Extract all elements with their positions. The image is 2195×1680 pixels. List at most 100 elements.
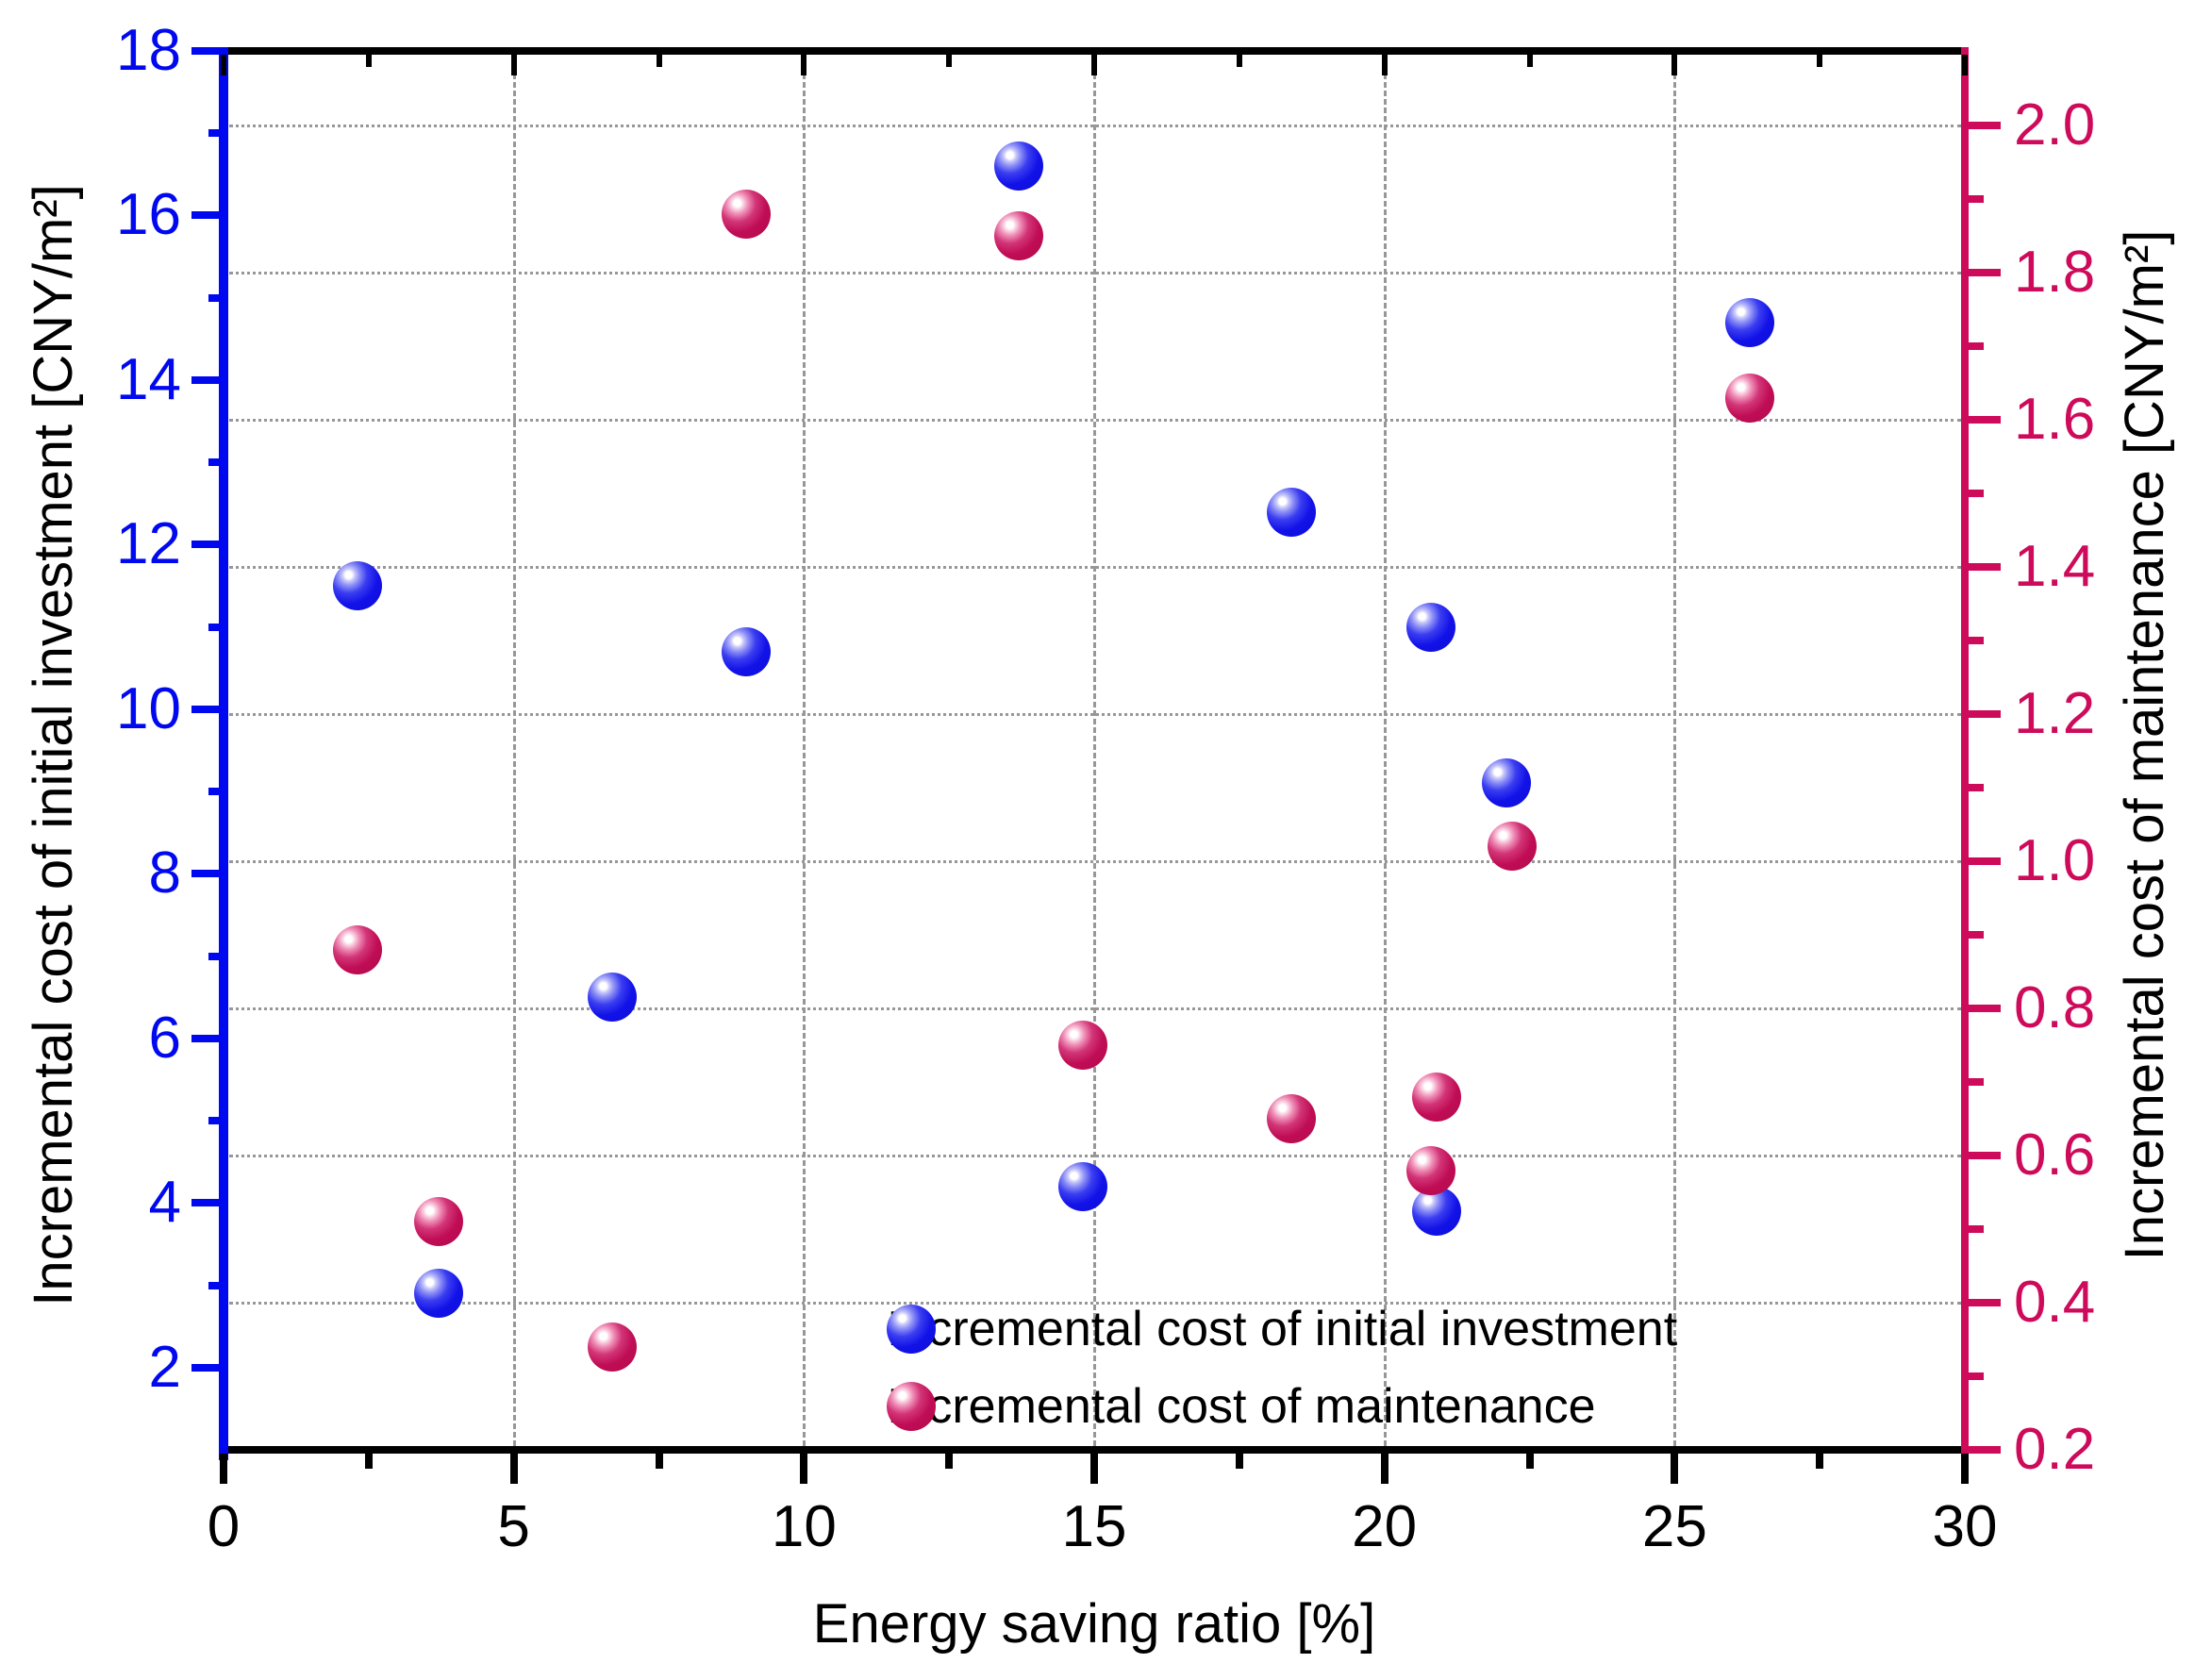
x-major-tick xyxy=(1090,1454,1098,1484)
y-left-tick-label: 12 xyxy=(116,511,181,577)
data-point-initial-investment xyxy=(994,141,1043,191)
data-point-initial-investment xyxy=(332,561,382,611)
data-point-initial-investment xyxy=(1267,487,1317,537)
y-right-minor-tick xyxy=(1969,784,1984,791)
v-gridline xyxy=(803,57,806,1446)
h-gridline xyxy=(229,125,1961,127)
y-left-minor-tick xyxy=(208,788,224,796)
x-tick-label: 10 xyxy=(771,1494,837,1559)
x-major-tick xyxy=(800,1454,808,1484)
x-tick-label: 15 xyxy=(1061,1494,1127,1559)
y-right-minor-tick xyxy=(1969,1078,1984,1086)
y-left-major-tick xyxy=(191,541,224,549)
y-left-major-tick xyxy=(191,1363,224,1372)
v-gridline xyxy=(1383,57,1387,1446)
y-left-major-tick xyxy=(191,1199,224,1207)
data-point-initial-investment xyxy=(1412,1187,1462,1237)
data-point-maintenance xyxy=(332,924,382,974)
v-gridline xyxy=(1673,57,1677,1446)
y-right-major-tick xyxy=(1969,1005,2001,1012)
x-top-tick xyxy=(801,55,807,75)
y-left-tick-label: 8 xyxy=(148,840,181,907)
y-right-major-tick xyxy=(1969,416,2001,424)
data-point-maintenance xyxy=(1412,1072,1462,1122)
y-left-major-tick xyxy=(191,705,224,713)
h-gridline xyxy=(229,713,1961,716)
y-left-tick-label: 16 xyxy=(116,182,181,248)
v-gridline xyxy=(1093,57,1096,1446)
y-right-tick-label: 0.8 xyxy=(2014,975,2096,1040)
data-point-maintenance xyxy=(1267,1094,1317,1143)
y-left-tick-label: 6 xyxy=(148,1005,181,1071)
y-left-minor-tick xyxy=(208,293,224,302)
x-axis-title: Energy saving ratio [%] xyxy=(812,1593,1376,1655)
x-top-tick xyxy=(1381,55,1388,75)
x-top-tick xyxy=(510,55,517,75)
x-top-minor-tick xyxy=(1817,55,1823,67)
x-minor-tick xyxy=(364,1454,373,1469)
x-major-tick xyxy=(1671,1454,1679,1484)
legend-symbol-crimson-sphere xyxy=(887,1382,936,1431)
x-minor-tick xyxy=(1816,1454,1824,1469)
x-minor-tick xyxy=(1525,1454,1534,1469)
data-point-maintenance xyxy=(413,1197,463,1247)
x-major-tick xyxy=(509,1454,518,1484)
y-axis-left xyxy=(219,47,228,1460)
plot-frame-top xyxy=(224,47,1969,55)
y-left-minor-tick xyxy=(208,1117,224,1125)
y-left-minor-tick xyxy=(208,952,224,960)
x-top-tick xyxy=(1091,55,1097,75)
legend: Incremental cost of initial investment I… xyxy=(887,1290,1677,1445)
y-left-tick-label: 14 xyxy=(116,346,181,412)
h-gridline xyxy=(229,272,1961,274)
y-right-major-tick xyxy=(1969,269,2001,276)
data-point-initial-investment xyxy=(1405,602,1455,652)
y-left-tick-label: 4 xyxy=(148,1170,181,1236)
data-point-maintenance xyxy=(994,211,1043,260)
v-gridline xyxy=(512,57,516,1446)
legend-label: Incremental cost of initial investment xyxy=(887,1302,1678,1356)
y-left-minor-tick xyxy=(208,623,224,631)
data-point-initial-investment xyxy=(1057,1161,1107,1211)
y-axis-right xyxy=(1961,47,1969,1454)
y-right-tick-label: 2.0 xyxy=(2014,92,2096,158)
y-right-major-tick xyxy=(1969,1152,2001,1159)
x-tick-label: 25 xyxy=(1641,1494,1707,1559)
h-gridline xyxy=(229,1155,1961,1157)
legend-label: Incremental cost of maintenance xyxy=(887,1379,1596,1434)
y-left-minor-tick xyxy=(208,1281,224,1289)
y-right-minor-tick xyxy=(1969,490,1984,497)
data-point-maintenance xyxy=(1057,1021,1107,1070)
y-right-tick-label: 1.4 xyxy=(2014,534,2096,599)
data-point-maintenance xyxy=(1488,822,1538,872)
y-axis-title-left: Incremental cost of initial investment [… xyxy=(23,184,84,1306)
y-right-tick-label: 0.2 xyxy=(2014,1417,2096,1482)
x-top-minor-tick xyxy=(1526,55,1533,67)
x-top-tick xyxy=(1962,55,1968,75)
h-gridline xyxy=(229,860,1961,863)
h-gridline xyxy=(229,419,1961,422)
x-top-minor-tick xyxy=(365,55,372,67)
y-right-major-tick xyxy=(1969,1446,2001,1454)
y-left-tick-label: 2 xyxy=(148,1334,181,1400)
x-minor-tick xyxy=(655,1454,663,1469)
y-right-major-tick xyxy=(1969,1299,2001,1306)
y-left-major-tick xyxy=(191,211,224,220)
plot-frame-bottom xyxy=(220,1446,1969,1454)
y-left-minor-tick xyxy=(208,129,224,138)
legend-item-maintenance: Incremental cost of maintenance xyxy=(887,1368,1677,1445)
y-left-tick-label: 10 xyxy=(116,675,181,741)
x-major-tick xyxy=(1380,1454,1389,1484)
data-point-initial-investment xyxy=(1481,758,1531,808)
y-left-major-tick xyxy=(191,870,224,878)
h-gridline xyxy=(229,566,1961,569)
x-top-minor-tick xyxy=(946,55,953,67)
x-tick-label: 20 xyxy=(1352,1494,1418,1559)
h-gridline xyxy=(229,1007,1961,1010)
y-right-minor-tick xyxy=(1969,342,1984,350)
y-left-major-tick xyxy=(191,1034,224,1042)
y-right-tick-label: 1.2 xyxy=(2014,681,2096,746)
y-right-major-tick xyxy=(1969,710,2001,718)
x-major-tick xyxy=(1961,1454,1969,1484)
